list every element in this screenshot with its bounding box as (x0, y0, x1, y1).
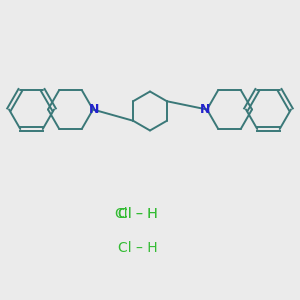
Text: Cl: Cl (115, 208, 128, 221)
Text: Cl – H: Cl – H (118, 241, 158, 254)
Text: Cl – H: Cl – H (118, 208, 158, 221)
Text: Cl – H: Cl – H (118, 208, 158, 221)
Text: N: N (200, 103, 211, 116)
Text: N: N (89, 103, 100, 116)
